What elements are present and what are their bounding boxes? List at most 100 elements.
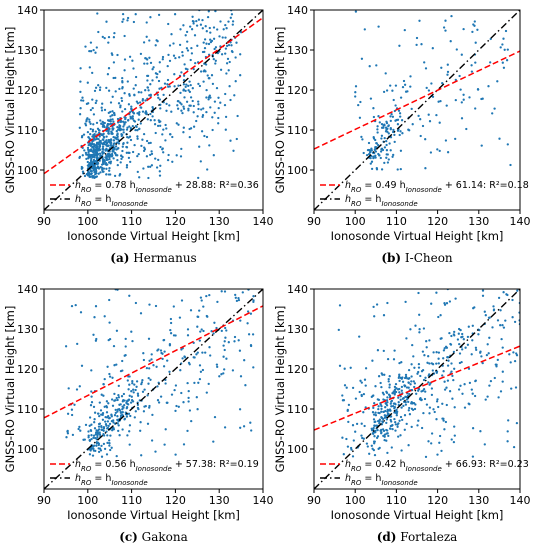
scatter-point <box>512 445 516 449</box>
y-tick-label: 110 <box>287 124 308 137</box>
scatter-point <box>421 124 425 128</box>
scatter-point <box>95 444 98 447</box>
scatter-point <box>345 437 348 441</box>
x-tick-label: 140 <box>253 215 274 228</box>
scatter-point <box>247 333 251 336</box>
scatter-point <box>118 124 121 127</box>
scatter-point <box>185 100 189 103</box>
scatter-point <box>127 403 130 406</box>
scatter-point <box>100 122 103 125</box>
scatter-point <box>450 438 453 441</box>
scatter-point <box>111 53 114 57</box>
scatter-point <box>205 88 208 92</box>
scatter-point <box>403 428 406 431</box>
scatter-point <box>114 152 117 155</box>
scatter-point <box>118 434 121 437</box>
scatter-point <box>145 366 149 370</box>
scatter-point <box>212 332 215 335</box>
scatter-point <box>156 385 159 388</box>
scatter-point <box>155 365 158 368</box>
scatter-point <box>196 351 199 354</box>
scatter-point <box>516 289 519 292</box>
scatter-point <box>108 166 111 170</box>
scatter-point <box>399 415 403 419</box>
scatter-point <box>87 434 90 437</box>
scatter-point <box>88 161 91 165</box>
scatter-point <box>91 71 94 75</box>
scatter-point <box>95 121 99 125</box>
scatter-point <box>136 170 139 174</box>
scatter-point <box>464 346 467 349</box>
scatter-point <box>107 161 111 164</box>
scatter-point <box>419 134 422 138</box>
scatter-point <box>93 153 96 156</box>
scatter-point <box>423 354 426 357</box>
scatter-point <box>94 51 97 54</box>
scatter-point <box>364 384 367 387</box>
scatter-point <box>420 426 424 430</box>
scatter-point <box>442 349 446 352</box>
scatter-point <box>446 151 450 154</box>
scatter-point <box>187 400 190 403</box>
scatter-point <box>437 357 440 360</box>
scatter-point <box>447 356 450 359</box>
scatter-point <box>453 367 456 370</box>
scatter-point <box>454 137 457 141</box>
scatter-point <box>87 154 91 158</box>
scatter-point <box>471 339 474 342</box>
scatter-point <box>249 312 253 315</box>
scatter-point <box>116 53 119 57</box>
scatter-point <box>251 333 255 336</box>
scatter-point <box>133 143 136 147</box>
scatter-point <box>123 123 126 126</box>
scatter-point <box>404 400 407 404</box>
scatter-point <box>112 36 116 39</box>
scatter-point <box>105 411 109 414</box>
scatter-point <box>153 123 157 126</box>
scatter-point <box>126 16 130 20</box>
scatter-point <box>443 301 446 305</box>
scatter-point <box>371 432 374 435</box>
scatter-point <box>174 384 178 387</box>
scatter-point <box>437 405 440 409</box>
scatter-point <box>467 367 471 370</box>
scatter-point <box>88 416 92 419</box>
scatter-point <box>182 88 185 91</box>
scatter-point <box>199 330 202 333</box>
scatter-point <box>113 31 116 35</box>
scatter-point <box>132 87 135 90</box>
scatter-point <box>188 90 192 94</box>
scatter-point <box>127 388 130 391</box>
scatter-point <box>182 107 186 110</box>
scatter-point <box>123 69 126 72</box>
scatter-point <box>160 86 163 90</box>
scatter-point <box>224 52 227 55</box>
scatter-point <box>197 107 200 111</box>
scatter-point <box>446 364 450 367</box>
y-axis-label: GNSS-RO Virtual Height [km] <box>273 27 287 194</box>
scatter-point <box>439 99 442 103</box>
scatter-point <box>147 176 150 180</box>
y-tick-label: 140 <box>17 283 38 296</box>
scatter-point <box>188 80 191 83</box>
scatter-point <box>191 15 194 18</box>
scatter-point <box>390 446 393 449</box>
scatter-point <box>163 82 167 85</box>
scatter-point <box>415 36 419 40</box>
scatter-point <box>401 397 405 400</box>
scatter-point <box>99 119 102 122</box>
scatter-point <box>121 428 124 431</box>
scatter-point <box>497 296 501 300</box>
scatter-point <box>395 408 398 411</box>
x-axis-label: Ionosonde Virtual Height [km] <box>331 508 504 522</box>
scatter-point <box>380 416 384 420</box>
scatter-point <box>380 137 383 140</box>
scatter-point <box>430 432 434 435</box>
scatter-point <box>235 41 238 44</box>
scatter-point <box>473 394 477 398</box>
scatter-point <box>206 74 209 77</box>
scatter-point <box>145 155 149 158</box>
scatter-point <box>459 88 462 91</box>
panel-caption: (a) Hermanus <box>110 251 196 265</box>
scatter-point <box>79 429 82 432</box>
